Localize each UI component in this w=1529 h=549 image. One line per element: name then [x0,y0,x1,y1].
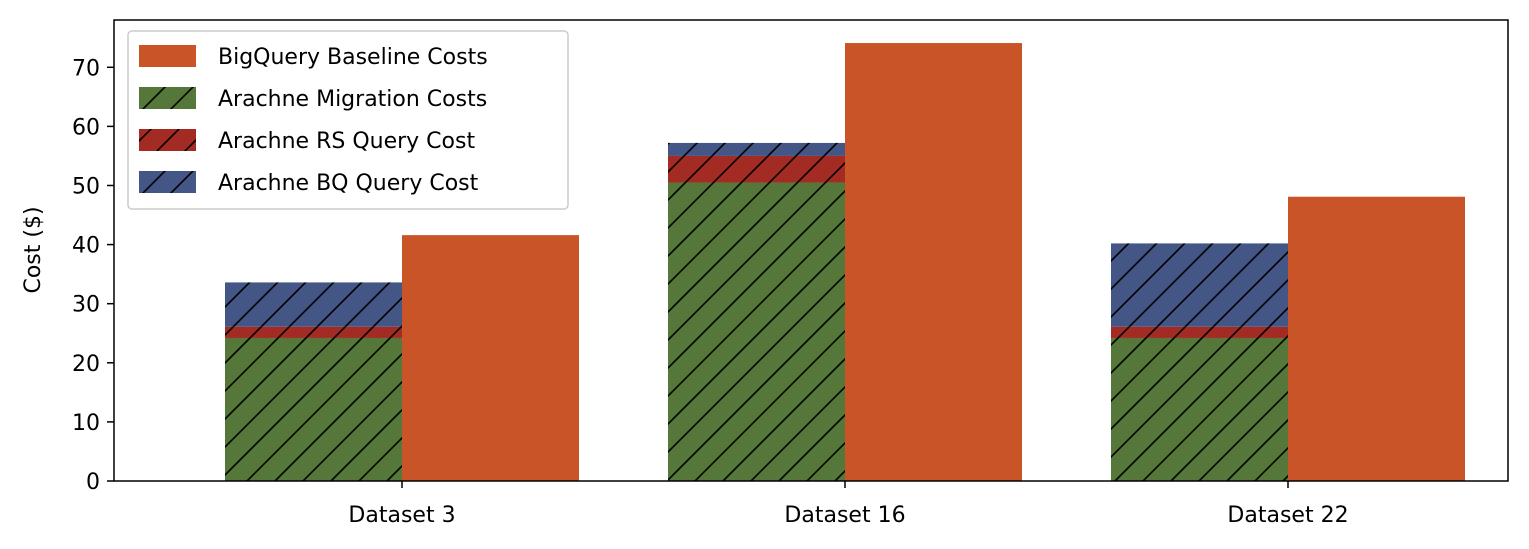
legend-swatch-1 [139,45,196,67]
bar-bigquery-baseline-1 [402,235,579,481]
x-tick-label-2: Dataset 16 [784,503,905,528]
bar-hatch-3-3 [1111,243,1288,327]
y-tick-label-40: 40 [72,234,100,259]
y-tick-label-10: 10 [72,411,100,436]
legend-label-4: Arachne BQ Query Cost [218,171,479,196]
y-tick-label-50: 50 [72,174,100,199]
bar-hatch-1-3 [1111,337,1288,481]
legend-swatch-hatch-4 [139,171,196,193]
bar-hatch-2-2 [668,155,845,183]
plot-frame [113,19,1509,482]
y-axis: 0 10 20 30 40 50 60 70 [72,56,114,495]
y-tick-label-60: 60 [72,115,100,140]
bar-hatch-2-3 [1111,326,1288,338]
legend-label-3: Arachne RS Query Cost [218,129,475,154]
legend-swatch-hatch-2 [139,87,196,109]
legend-label-2: Arachne Migration Costs [218,87,487,112]
bar-hatch-3-1 [225,282,402,327]
y-tick-label-0: 0 [86,470,100,495]
y-tick-label-20: 20 [72,352,100,377]
x-tick-label-1: Dataset 3 [348,503,455,528]
y-axis-label: Cost ($) [21,206,46,293]
bars-group [225,43,1465,482]
bar-hatch-1-1 [225,337,402,481]
legend-label-1: BigQuery Baseline Costs [218,45,488,70]
y-tick-label-30: 30 [72,293,100,318]
bar-bigquery-baseline-2 [845,43,1022,482]
bar-hatch-1-2 [668,182,845,482]
legend-box [127,30,569,210]
bar-hatch-3-2 [668,142,845,156]
bar-bigquery-baseline-3 [1288,196,1465,481]
legend-swatch-hatch-3 [139,129,196,151]
bar-hatch-2-1 [225,326,402,338]
legend: BigQuery Baseline Costs Arachne Migration… [127,30,569,210]
x-tick-label-3: Dataset 22 [1227,503,1348,528]
x-axis: Dataset 3 Dataset 16 Dataset 22 [348,481,1349,528]
y-tick-label-70: 70 [72,56,100,81]
